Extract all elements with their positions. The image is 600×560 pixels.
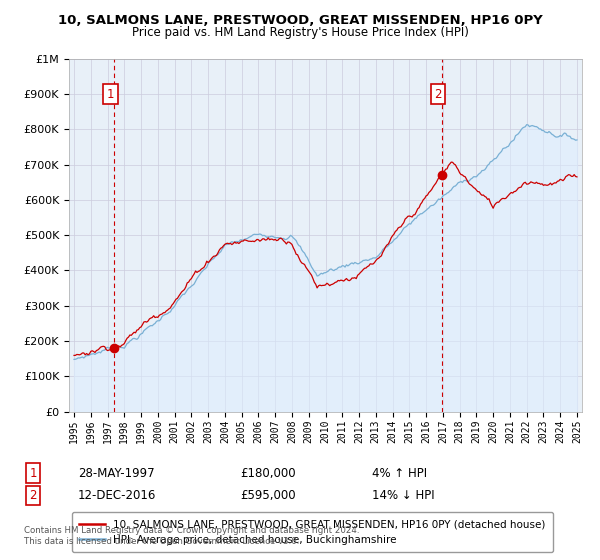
Text: This data is licensed under the Open Government Licence v3.0.: This data is licensed under the Open Gov… [24,538,299,547]
Text: 2: 2 [434,87,442,101]
Text: 28-MAY-1997: 28-MAY-1997 [78,466,155,480]
Legend: 10, SALMONS LANE, PRESTWOOD, GREAT MISSENDEN, HP16 0PY (detached house), HPI: Av: 10, SALMONS LANE, PRESTWOOD, GREAT MISSE… [71,512,553,552]
Text: Price paid vs. HM Land Registry's House Price Index (HPI): Price paid vs. HM Land Registry's House … [131,26,469,39]
Text: Contains HM Land Registry data © Crown copyright and database right 2024.: Contains HM Land Registry data © Crown c… [24,526,359,535]
Text: £595,000: £595,000 [240,489,296,502]
Text: 12-DEC-2016: 12-DEC-2016 [78,489,157,502]
Text: 4% ↑ HPI: 4% ↑ HPI [372,466,427,480]
Text: 2: 2 [29,489,37,502]
Text: 14% ↓ HPI: 14% ↓ HPI [372,489,434,502]
Text: 10, SALMONS LANE, PRESTWOOD, GREAT MISSENDEN, HP16 0PY: 10, SALMONS LANE, PRESTWOOD, GREAT MISSE… [58,14,542,27]
Text: 1: 1 [107,87,114,101]
Text: £180,000: £180,000 [240,466,296,480]
Text: 1: 1 [29,466,37,480]
